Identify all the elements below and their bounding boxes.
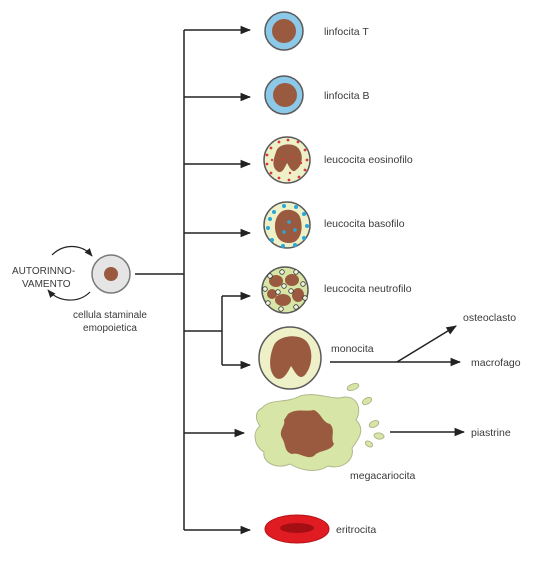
stem-cell-nucleus — [104, 267, 118, 281]
basophil: leucocita basofilo — [263, 201, 405, 249]
t-lymphocyte-label: linfocita T — [324, 26, 369, 38]
neutrophil: leucocita neutrofilo — [261, 266, 412, 314]
stem-cell-label-1: cellula staminale — [73, 310, 147, 321]
lineage-lines — [135, 25, 466, 535]
monocyte: monocita osteoclasto macrofago — [258, 312, 521, 390]
erythrocyte: eritrocita — [264, 514, 376, 544]
erythrocyte-center — [280, 523, 314, 533]
b-lymphocyte-label: linfocita B — [324, 90, 370, 102]
megakaryocyte-label: megacariocita — [350, 470, 416, 482]
eosinophil: leucocita eosinofilo — [263, 136, 413, 184]
self-renewal-label-1: AUTORINNO- — [12, 266, 75, 277]
macrophage-label: macrofago — [471, 357, 521, 369]
basophil-label: leucocita basofilo — [324, 218, 405, 230]
eosinophil-nucleus — [273, 144, 302, 173]
t-lymphocyte: linfocita T — [264, 11, 369, 51]
self-renewal-arrow-bottom — [47, 289, 91, 301]
neutrophil-label: leucocita neutrofilo — [324, 283, 412, 295]
eosinophil-label: leucocita eosinofilo — [324, 154, 413, 166]
monocyte-label: monocita — [331, 343, 374, 355]
megakaryocyte: megacariocita piastrine — [254, 383, 511, 482]
monocyte-nucleus — [270, 336, 312, 379]
b-lymphocyte-nucleus — [273, 83, 297, 107]
self-renewal-label-2: VAMENTO — [22, 279, 71, 290]
erythrocyte-label: eritrocita — [336, 524, 376, 536]
t-lymphocyte-nucleus — [272, 19, 296, 43]
osteoclast-label: osteoclasto — [463, 312, 516, 324]
stem-cell-label-2: emopoietica — [83, 323, 137, 334]
neutrophil-granules — [262, 269, 308, 312]
stem-cell-group: AUTORINNO- VAMENTO cellula staminale emo… — [12, 245, 147, 334]
b-lymphocyte: linfocita B — [264, 75, 370, 115]
self-renewal-arrow-top — [51, 245, 93, 257]
basophil-granules — [266, 204, 309, 248]
neutrophil-nucleus-lobes — [267, 274, 304, 306]
platelets-label: piastrine — [471, 427, 511, 439]
basophil-nucleus — [274, 209, 302, 244]
platelet-fragments — [346, 383, 385, 448]
eosinophil-granules — [265, 138, 309, 182]
megakaryocyte-nucleus — [280, 410, 334, 458]
